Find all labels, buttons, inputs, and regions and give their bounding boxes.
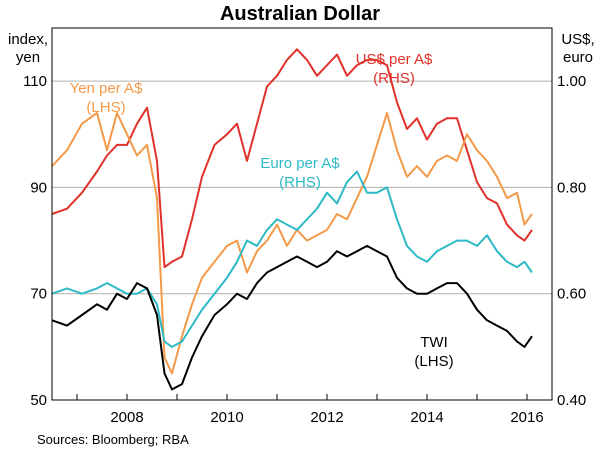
- left-axis-ticks: 50 70 90 110: [23, 73, 47, 409]
- right-tick-label-1: 1.00: [557, 73, 586, 90]
- left-tick-label-110: 110: [23, 73, 47, 90]
- yen-series-label: Yen per A$: [70, 80, 144, 97]
- x-axis-ticks: 2008 2010 2012 2014 2016: [76, 394, 544, 426]
- right-axis-label-line-1: US$,: [561, 31, 594, 48]
- right-tick-label-0.4: 0.40: [557, 392, 586, 409]
- left-tick-label-70: 70: [30, 286, 47, 303]
- twi-series-axis-note: (LHS): [414, 353, 453, 370]
- plot-frame: [51, 27, 553, 401]
- right-tick-label-0.6: 0.60: [557, 286, 586, 303]
- series-line-yen-per-a-: [51, 112, 533, 375]
- usd-series-axis-note: (RHS): [373, 70, 415, 87]
- left-axis-label-line-2: yen: [16, 49, 40, 66]
- euro-series-axis-note: (RHS): [279, 174, 321, 191]
- x-tick-label-2016: 2016: [510, 409, 543, 426]
- usd-series-label: US$ per A$: [356, 51, 433, 68]
- x-tick-label-2008: 2008: [110, 409, 143, 426]
- euro-series-label: Euro per A$: [260, 155, 340, 172]
- series-line-twi: [51, 244, 533, 391]
- right-axis-ticks: 0.40 0.60 0.80 1.00: [557, 73, 586, 409]
- series-line-euro-per-a-: [51, 170, 533, 348]
- chart-title: Australian Dollar: [220, 3, 380, 25]
- right-tick-label-0.8: 0.80: [557, 179, 586, 196]
- source-note: Sources: Bloomberg; RBA: [37, 432, 189, 447]
- left-tick-label-50: 50: [30, 392, 47, 409]
- x-tick-label-2010: 2010: [210, 409, 243, 426]
- right-axis-label-line-2: euro: [563, 49, 593, 66]
- x-tick-label-2012: 2012: [310, 409, 343, 426]
- left-tick-label-90: 90: [30, 179, 47, 196]
- series-lines: [51, 48, 533, 391]
- yen-series-axis-note: (LHS): [86, 99, 125, 116]
- series-line-us-per-a-: [51, 48, 533, 269]
- x-tick-label-2014: 2014: [410, 409, 443, 426]
- twi-series-label: TWI: [420, 334, 448, 351]
- left-axis-label-line-1: index,: [8, 31, 48, 48]
